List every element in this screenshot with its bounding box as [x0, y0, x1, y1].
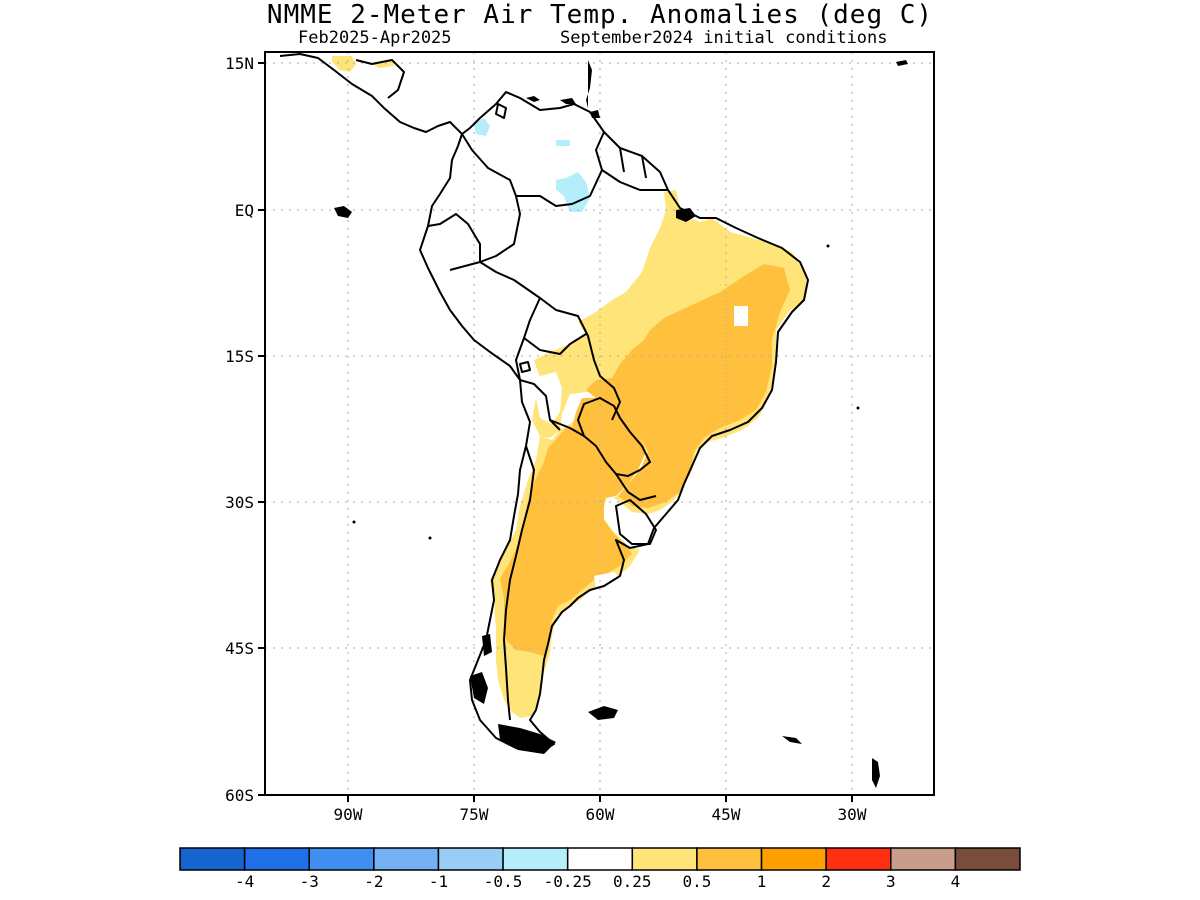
legend-label: -2 [364, 872, 383, 891]
legend-label: -1 [429, 872, 448, 891]
border-argentina-north [549, 419, 657, 501]
coastline-central-america [279, 53, 463, 135]
legend-label: 1 [757, 872, 767, 891]
legend-label: 2 [821, 872, 831, 891]
island-antilles [526, 96, 576, 104]
legend-label: -0.25 [544, 872, 592, 891]
legend-label: -4 [235, 872, 254, 891]
lake-maracaibo [495, 103, 507, 119]
lat-tick-eq: EQ [235, 201, 254, 220]
legend-label: 0.25 [613, 872, 652, 891]
island-trinidad [590, 110, 600, 118]
anomaly-region-argentina-moderate [500, 428, 632, 656]
coastline-central-america-north [355, 59, 405, 99]
anomaly-gap-bolivia [536, 372, 562, 424]
lat-axis: 15N EQ 15S 30S 45S 60S [225, 54, 265, 805]
map-title: NMME 2-Meter Air Temp. Anomalies (deg C) [266, 0, 934, 30]
initial-conditions: September2024 initial conditions [560, 28, 888, 48]
border-uruguay [615, 499, 657, 545]
legend-swatch [566, 847, 634, 871]
lat-tick-15n: 15N [225, 54, 254, 73]
legend-swatch [825, 847, 892, 871]
island-trindade [856, 406, 860, 410]
lon-tick-30w: 30W [838, 805, 867, 824]
legend-swatch [696, 847, 763, 871]
island-tierra-del-fuego [498, 724, 556, 754]
legend-swatch [954, 847, 1021, 871]
lon-tick-75w: 75W [460, 805, 489, 824]
island-south-sandwich [872, 758, 880, 788]
anomaly-shading [332, 56, 806, 718]
anomaly-region-central-america [332, 56, 356, 72]
anomaly-gap-bahia [734, 306, 748, 326]
color-legend: -4 -3 -2 -1 -0.5 -0.25 0.25 0.5 1 2 3 4 [179, 847, 1021, 891]
island-cape-verde [896, 60, 908, 66]
legend-swatch [631, 847, 698, 871]
forecast-period: Feb2025-Apr2025 [298, 28, 452, 48]
legend-label: -0.5 [484, 872, 523, 891]
islands [334, 60, 908, 788]
lon-tick-60w: 60W [586, 805, 615, 824]
legend-swatch [308, 847, 375, 871]
border-guianas [601, 147, 668, 191]
anomaly-gap-coast [594, 572, 624, 590]
legend-swatch [890, 847, 957, 871]
legend-swatch [502, 847, 569, 871]
legend-swatch [437, 847, 504, 871]
border-bolivia [519, 333, 587, 431]
anomaly-region-small-cool [556, 140, 570, 146]
legend-swatch [179, 847, 246, 871]
legend-label: 3 [886, 872, 896, 891]
border-venezuela [516, 131, 605, 207]
island-caribbean-chain [586, 60, 592, 108]
island-chiloe [482, 634, 492, 656]
border-brazil-west [479, 261, 621, 421]
lon-axis: 90W 75W 60W 45W 30W [334, 795, 867, 824]
anomaly-region-colombia-cool [474, 118, 490, 136]
anomaly-region-venezuela-cool [556, 172, 590, 212]
island-galapagos [334, 206, 352, 218]
lat-tick-30s: 30S [225, 493, 254, 512]
anomaly-region-paraguay-moderate [570, 398, 646, 498]
island-juan-fernandez [428, 536, 432, 540]
legend-label: 4 [951, 872, 961, 891]
lon-tick-45w: 45W [712, 805, 741, 824]
legend-swatch [243, 847, 310, 871]
island-chiloe-archipelago [470, 672, 488, 704]
island-falklands [588, 706, 618, 720]
island-san-felix [352, 520, 356, 524]
lat-tick-45s: 45S [225, 639, 254, 658]
legend-label: 0.5 [682, 872, 711, 891]
lat-tick-15s: 15S [225, 347, 254, 366]
map-panel [264, 51, 935, 796]
border-argentina-chile [503, 445, 535, 721]
island-fernando-de-noronha [826, 244, 830, 248]
legend-swatch [373, 847, 440, 871]
lake-titicaca [519, 361, 531, 373]
island-south-georgia [782, 736, 802, 744]
island-marajo [676, 208, 696, 222]
lat-tick-60s: 60S [225, 786, 254, 805]
border-paraguay [577, 397, 651, 477]
lon-tick-90w: 90W [334, 805, 363, 824]
legend-label: -3 [300, 872, 319, 891]
legend-swatch [760, 847, 827, 871]
